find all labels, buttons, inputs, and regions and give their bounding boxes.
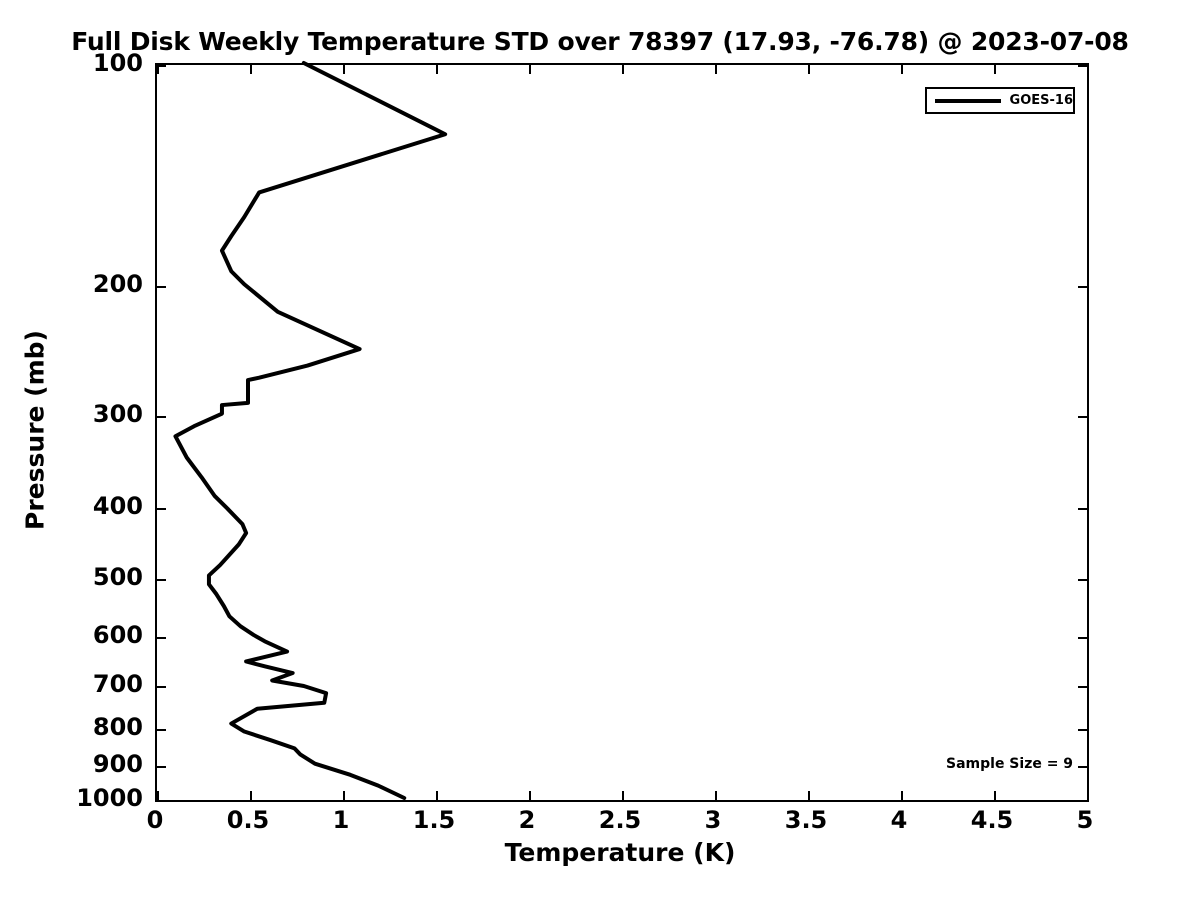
legend-item-label: GOES-16 [1009, 93, 1073, 108]
x-axis-tick-top [901, 65, 903, 74]
x-axis-tick [436, 791, 438, 800]
y-tick-label: 500 [92, 562, 143, 591]
x-tick-label: 1 [332, 806, 350, 834]
x-axis-label: Temperature (K) [504, 838, 736, 867]
x-axis-tick [622, 791, 624, 800]
x-axis-tick-top [715, 65, 717, 74]
y-tick-label: 700 [92, 670, 143, 699]
y-axis-tick-right [1078, 686, 1087, 689]
x-axis-tick-top [343, 65, 345, 74]
y-axis-tick-right [1078, 286, 1087, 289]
x-axis-tick-top [250, 65, 252, 74]
x-tick-label: 4 [890, 806, 908, 834]
y-tick-label: 600 [92, 620, 143, 649]
y-axis-tick-right [1078, 415, 1087, 418]
x-tick-label: 2 [518, 806, 536, 834]
x-axis-tick [994, 791, 996, 800]
y-axis-tick-right [1078, 728, 1087, 731]
x-tick-label: 3.5 [784, 806, 828, 834]
y-axis-tick [157, 766, 166, 769]
y-axis-label: Pressure (mb) [20, 330, 50, 530]
x-tick-label: 0.5 [226, 806, 270, 834]
y-axis-tick-right [1078, 636, 1087, 639]
sample-size-annotation: Sample Size = 9 [946, 756, 1074, 772]
y-axis-tick [157, 415, 166, 418]
y-axis-tick [157, 636, 166, 639]
x-axis-tick-top [808, 65, 810, 74]
y-axis-tick [157, 578, 166, 581]
x-axis-tick [715, 791, 717, 800]
y-axis-tick-right [1078, 578, 1087, 581]
x-tick-label: 1.5 [412, 806, 456, 834]
y-tick-label: 1000 [76, 784, 143, 812]
y-tick-label: 800 [92, 712, 143, 741]
y-axis-tick-right [1078, 507, 1087, 510]
y-tick-label: 400 [92, 491, 143, 520]
x-tick-label: 3 [704, 806, 722, 834]
x-axis-tick-top [529, 65, 531, 74]
x-tick-label: 0 [146, 806, 164, 834]
y-axis-tick [157, 286, 166, 289]
page-title: Full Disk Weekly Temperature STD over 78… [71, 27, 1129, 56]
y-tick-label: 100 [92, 49, 143, 77]
x-tick-label: 4.5 [970, 806, 1014, 834]
y-axis-tick [157, 728, 166, 731]
y-axis-tick [157, 800, 166, 802]
y-axis-tick [157, 65, 166, 67]
x-axis-tick [901, 791, 903, 800]
x-axis-tick [157, 791, 159, 800]
x-axis-tick-top [1087, 65, 1089, 74]
x-axis-tick [808, 791, 810, 800]
x-tick-label: 2.5 [598, 806, 642, 834]
y-tick-label: 200 [92, 270, 143, 299]
x-axis-tick [1087, 791, 1089, 800]
y-axis-tick [157, 686, 166, 689]
x-axis-tick [343, 791, 345, 800]
x-axis-tick [529, 791, 531, 800]
x-tick-label: 5 [1076, 806, 1094, 834]
x-axis-tick-top [994, 65, 996, 74]
y-axis-tick-right [1078, 800, 1087, 802]
y-tick-label: 300 [92, 399, 143, 428]
legend-line-swatch [935, 98, 1001, 103]
x-axis-tick-top [436, 65, 438, 74]
x-axis-tick [250, 791, 252, 800]
y-axis-tick-right [1078, 766, 1087, 769]
y-axis-tick [157, 507, 166, 510]
legend: GOES-16 [925, 87, 1075, 114]
y-tick-label: 900 [92, 750, 143, 779]
x-axis-tick-top [622, 65, 624, 74]
plot-axes [155, 63, 1089, 802]
x-axis-tick-top [157, 65, 159, 74]
y-axis-tick-right [1078, 65, 1087, 67]
